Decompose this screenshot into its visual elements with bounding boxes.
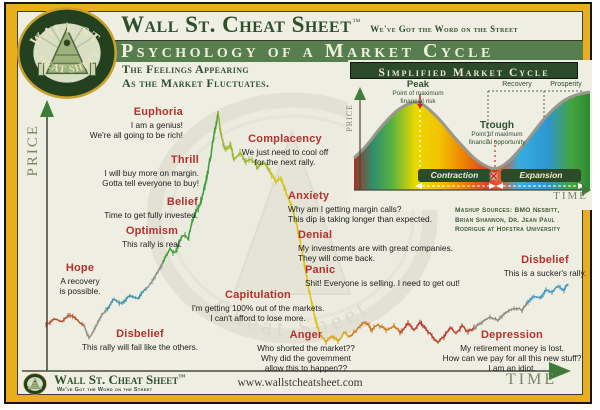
trough-annotation: Trough Point of maximum financial opport… [451, 120, 543, 147]
inset-time-arrow-icon [582, 184, 591, 196]
emotion-quote: allow this to happen?? [264, 362, 348, 373]
emotion-quote: They will come back. [298, 252, 376, 263]
emotion-quote: My investments are with great companies. [298, 242, 453, 253]
trough-x-icon: ✕ [489, 171, 499, 183]
emotion-quote: Who shorted the market?? [257, 342, 355, 353]
footer-logo [21, 373, 49, 395]
mashup-sources: Mashup Sources: BMO Nesbitt, Brian Shann… [455, 206, 560, 235]
trough-desc-line-2: financial opportunity [468, 139, 526, 146]
emotion-label-capitulation: Capitulation I'm getting 100% out of the … [191, 289, 325, 323]
emotion-name: Optimism [125, 225, 179, 237]
emotion-quote: This dip is taking longer than expected. [288, 213, 432, 224]
emotion-quote: My retirement money is lost. [460, 342, 564, 353]
footer-tagline: We've Got the Word on the Street [57, 387, 153, 393]
emotion-quote: How can we pay for all this new stuff? [442, 352, 582, 363]
emotion-quote: This rally will fail like the others. [81, 341, 199, 352]
emotion-quote: We're all going to be rich! [89, 129, 183, 140]
trough-title: Trough [480, 120, 514, 131]
emotion-quote: for the next rally. [254, 156, 316, 167]
emotion-name: Disbelief [521, 254, 569, 266]
emotion-quote: This rally is real. [122, 238, 182, 249]
peak-title: Peak [406, 79, 430, 90]
inset-title-bar: Simplified Market Cycle [350, 62, 578, 79]
time-axis-label: TIME [506, 371, 558, 388]
brand-trademark: ™ [352, 17, 361, 26]
sources-line-1: Mashup Sources: BMO Nesbitt, [455, 207, 560, 214]
emotion-quote: Why did the government [261, 352, 351, 363]
emotion-name: Anger [289, 329, 323, 341]
emotion-quote: I am a genius! [130, 119, 183, 130]
main-title-band: Psychology of a Market Cycle [112, 40, 583, 62]
inset-time-axis-label: TIME [553, 190, 588, 202]
poster-subtitle: The Feelings Appearing As the Market Flu… [122, 62, 269, 90]
emotion-quote: This is a sucker's rally. [503, 267, 587, 278]
emotion-quote: is possible. [59, 285, 101, 296]
emotion-name: Denial [298, 229, 333, 241]
emotion-label-optimism: Optimism This rally is real. [122, 225, 182, 249]
emotion-label-denial: Denial My investments are with great comp… [298, 229, 453, 263]
emotion-name: Thrill [170, 154, 199, 166]
emotion-name: Depression [481, 329, 543, 341]
emotion-name: Anxiety [288, 190, 330, 202]
trough-desc-line-1: Point of maximum [471, 131, 523, 138]
emotion-label-panic: Panic Shit! Everyone is selling. I need t… [305, 264, 460, 288]
emotion-label-belief: Belief Time to get fully invested. [104, 196, 198, 220]
footer-trademark: ™ [178, 373, 186, 381]
emotion-label-thrill: Thrill I will buy more on margin. Gotta te… [102, 154, 199, 188]
emotion-quote: I'm getting 100% out of the markets. [191, 302, 325, 313]
brand-tagline: We've Got the Word on the Street [370, 24, 518, 34]
emotion-name: Complacency [248, 133, 322, 145]
recovery-label: Recovery [502, 81, 532, 88]
brand-title: Wall St. Cheat Sheet [121, 12, 352, 37]
trough-marker-icon [492, 170, 498, 175]
emotion-quote: I will buy more on margin. [104, 167, 199, 178]
emotion-label-complacency: Complacency We just need to cool off for t… [241, 133, 329, 167]
expansion-badge: Expansion [501, 169, 581, 182]
emotion-name: Panic [305, 264, 336, 276]
emotion-quote: Shit! Everyone is selling. I need to get… [305, 277, 460, 288]
emotion-label-disbelief-right: Disbelief This is a sucker's rally. [503, 254, 587, 278]
emotion-name: Hope [65, 262, 95, 274]
subtitle-line-2: As the Market Fluctuates. [122, 76, 270, 91]
emotion-quote: We just need to cool off [241, 146, 329, 157]
emotion-label-anxiety: Anxiety Why am I getting margin calls? Thi… [288, 190, 432, 224]
emotion-name: Euphoria [133, 106, 183, 118]
emotion-label-euphoria: Euphoria I am a genius! We're all going to… [89, 106, 183, 140]
sources-line-2: Brian Shannon, Dr. Jean Paul [455, 216, 555, 224]
emotion-quote: I am an idiot. [488, 362, 536, 373]
main-title: Psychology of a Market Cycle [121, 40, 494, 62]
emotion-quote: I can't afford to lose more. [210, 312, 306, 323]
emotion-label-disbelief-left: Disbelief This rally will fail like the o… [81, 328, 199, 352]
emotion-quote: Time to get fully invested. [104, 209, 198, 220]
expansion-label: Expansion [519, 170, 563, 180]
brand-logo: WALL ST. CHEAT SHEET [16, 6, 118, 100]
emotion-label-hope: Hope A recovery is possible. [59, 262, 101, 296]
sources-line-3: Rodrigue at Hofstra University [455, 226, 561, 234]
emotion-label-depression: Depression My retirement money is lost. Ho… [442, 329, 582, 373]
emotion-quote: Why am I getting margin calls? [288, 203, 402, 214]
footer-url: www.wallstcheatsheet.com [237, 377, 363, 389]
emotion-name: Disbelief [116, 328, 164, 340]
emotion-name: Capitulation [225, 289, 291, 301]
subtitle-line-1: The Feelings Appearing [122, 62, 250, 76]
inset-title: Simplified Market Cycle [378, 67, 550, 79]
prosperity-label: Prosperity [550, 81, 582, 88]
header-brand-row: Wall St. Cheat Sheet ™ We've Got the Wor… [121, 13, 518, 36]
emotion-quote: Gotta tell everyone to buy! [102, 177, 199, 188]
emotion-quote: A recovery [60, 275, 100, 286]
footer-brand-text: Wall St. Cheat Sheet [54, 372, 179, 387]
contraction-label: Contraction [430, 170, 479, 180]
emotion-label-anger: Anger Who shorted the market?? Why did the… [257, 329, 355, 373]
emotion-name: Belief [166, 196, 198, 208]
footer-brand: Wall St. Cheat Sheet™ [54, 373, 185, 386]
